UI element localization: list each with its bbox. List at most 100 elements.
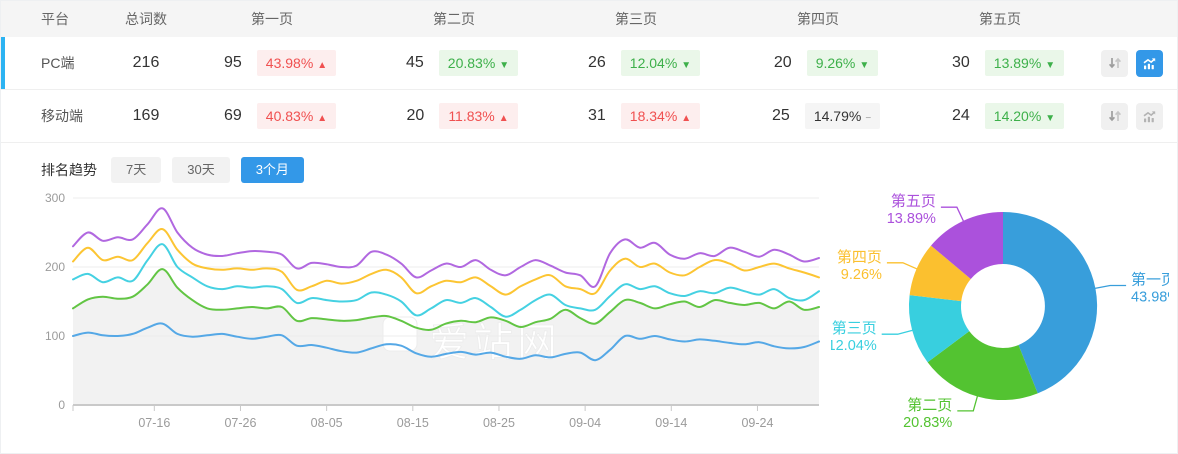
page-rank-cell: 30 13.89% ▼ — [909, 50, 1091, 76]
y-axis-label: 100 — [45, 329, 65, 343]
pie-label-leader — [886, 262, 918, 270]
page-percent-badge: 18.34% ▲ — [620, 103, 701, 129]
page-count: 24 — [952, 107, 970, 124]
trend-line-series — [72, 322, 820, 362]
pie-slice-percent: 12.04% — [831, 338, 877, 354]
watermark-logo — [382, 316, 418, 352]
series-area-fill — [73, 269, 819, 405]
row-actions — [1091, 49, 1177, 77]
total-keywords: 169 — [132, 107, 160, 124]
page-percent-badge: 14.20% ▼ — [984, 103, 1065, 129]
page-rank-cell: 20 11.83% ▲ — [363, 103, 545, 129]
pie-slice-label: 第二页 — [907, 396, 952, 414]
trend-chart-icon — [1143, 57, 1156, 69]
row-actions — [1091, 102, 1177, 130]
page-rank-cell: 25 14.79% − — [727, 103, 909, 129]
trend-line-series — [72, 268, 820, 331]
pie-slice — [927, 331, 1038, 401]
x-axis-label: 09-24 — [741, 416, 773, 430]
page-count: 30 — [952, 54, 970, 71]
sort-arrows-icon — [1108, 57, 1121, 69]
table-row[interactable]: PC端 216 95 43.98% ▲ 45 20.83% ▼ 26 12.04% ▼… — [1, 37, 1177, 90]
page-count: 31 — [588, 107, 606, 124]
column-header: 第五页 — [979, 11, 1021, 27]
table-row[interactable]: 移动端 169 69 40.83% ▲ 20 11.83% ▲ 31 18.34% ▲… — [1, 90, 1177, 143]
total-keywords: 216 — [132, 54, 160, 71]
trend-section-title: 排名趋势 — [41, 162, 97, 178]
sort-button[interactable] — [1101, 102, 1128, 130]
page-count: 20 — [773, 54, 792, 71]
page-rank-cell: 24 14.20% ▼ — [909, 103, 1091, 129]
arrow-up-icon: ▲ — [681, 113, 692, 124]
trend-range-tab[interactable]: 30天 — [172, 157, 230, 183]
pie-slice-label: 第一页 — [1131, 271, 1169, 289]
column-header: 第四页 — [797, 11, 839, 27]
pie-slice — [908, 295, 970, 363]
trend-range-tab[interactable]: 7天 — [111, 157, 162, 183]
charts-area: 爱站网 0 100 200 300 07-16 07-26 08-05 08-15 08-25 09… — [1, 184, 1178, 453]
pie-slice-label: 第五页 — [891, 192, 936, 210]
table-header: 平台 总词数 第一页 第二页 第三页 第四页 第五页 — [1, 1, 1177, 37]
page-count: 26 — [588, 54, 606, 71]
page-rank-cell: 69 40.83% ▲ — [181, 103, 363, 129]
column-header: 平台 — [41, 11, 69, 27]
trend-line-chart: 爱站网 0 100 200 300 07-16 07-26 08-05 08-15 08-25 09… — [31, 184, 831, 447]
x-axis-label: 07-26 — [224, 416, 256, 430]
arrow-down-icon: ▼ — [499, 60, 510, 71]
x-axis-label: 08-25 — [483, 416, 515, 430]
page-percent-badge: 20.83% ▼ — [438, 50, 519, 76]
page-count: 25 — [772, 107, 790, 124]
page-rank-cell: 45 20.83% ▼ — [363, 50, 545, 76]
x-axis-label: 09-14 — [655, 416, 687, 430]
trend-range-tab[interactable]: 3个月 — [240, 157, 304, 183]
page-rank-cell: 26 12.04% ▼ — [545, 50, 727, 76]
page-percent-badge: 9.26% ▼ — [806, 50, 879, 76]
pie-slice-percent: 43.98% — [1131, 290, 1169, 306]
x-axis-label: 09-04 — [569, 416, 601, 430]
minus-icon: − — [865, 113, 872, 124]
x-axis-label: 07-16 — [138, 416, 170, 430]
platform-rank-table: 平台 总词数 第一页 第二页 第三页 第四页 第五页 PC端 216 95 43.98% ▲ … — [1, 1, 1177, 143]
page-count: 69 — [224, 107, 242, 124]
arrow-up-icon: ▲ — [317, 113, 328, 124]
pie-slice — [931, 212, 1003, 279]
page-percent-badge: 14.79% − — [804, 103, 881, 129]
page-rank-cell: 95 43.98% ▲ — [181, 50, 363, 76]
trend-chart-button[interactable] — [1136, 102, 1163, 130]
trend-chart-icon — [1143, 110, 1156, 122]
pie-slice-label: 第四页 — [837, 248, 882, 266]
x-axis-label: 08-15 — [397, 416, 429, 430]
platform-name: PC端 — [41, 55, 75, 71]
column-header: 第二页 — [433, 11, 475, 27]
arrow-up-icon: ▲ — [498, 113, 509, 124]
pie-slice — [909, 245, 971, 302]
trend-toolbar: 排名趋势 7天 30天 3个月 — [1, 143, 1177, 184]
pie-slice-percent: 20.83% — [903, 415, 952, 431]
trend-line-series — [72, 207, 820, 288]
page-count: 95 — [224, 54, 242, 71]
pie-label-leader — [881, 329, 914, 335]
page-count: 20 — [406, 107, 425, 124]
pie-slice-percent: 13.89% — [887, 211, 936, 227]
arrow-down-icon: ▼ — [681, 60, 692, 71]
arrow-down-icon: ▼ — [1045, 60, 1056, 71]
trend-range-tabs: 7天 30天 3个月 — [111, 157, 315, 183]
x-axis-label: 08-05 — [311, 416, 343, 430]
arrow-up-icon: ▲ — [317, 60, 328, 71]
trend-line-series — [72, 228, 820, 296]
pie-label-leader — [940, 206, 965, 222]
watermark-text: 爱站网 — [429, 321, 561, 365]
y-axis-label: 0 — [58, 398, 65, 412]
arrow-down-icon: ▼ — [859, 60, 870, 71]
page-percent-badge: 43.98% ▲ — [256, 50, 337, 76]
sort-button[interactable] — [1101, 49, 1128, 77]
page-percent-badge: 12.04% ▼ — [620, 50, 701, 76]
pie-slice — [1003, 211, 1098, 394]
column-header: 第三页 — [615, 11, 657, 27]
trend-chart-button[interactable] — [1136, 49, 1163, 77]
pie-slice-label: 第三页 — [832, 319, 877, 337]
page-percent-badge: 13.89% ▼ — [984, 50, 1065, 76]
column-header: 总词数 — [125, 11, 167, 27]
